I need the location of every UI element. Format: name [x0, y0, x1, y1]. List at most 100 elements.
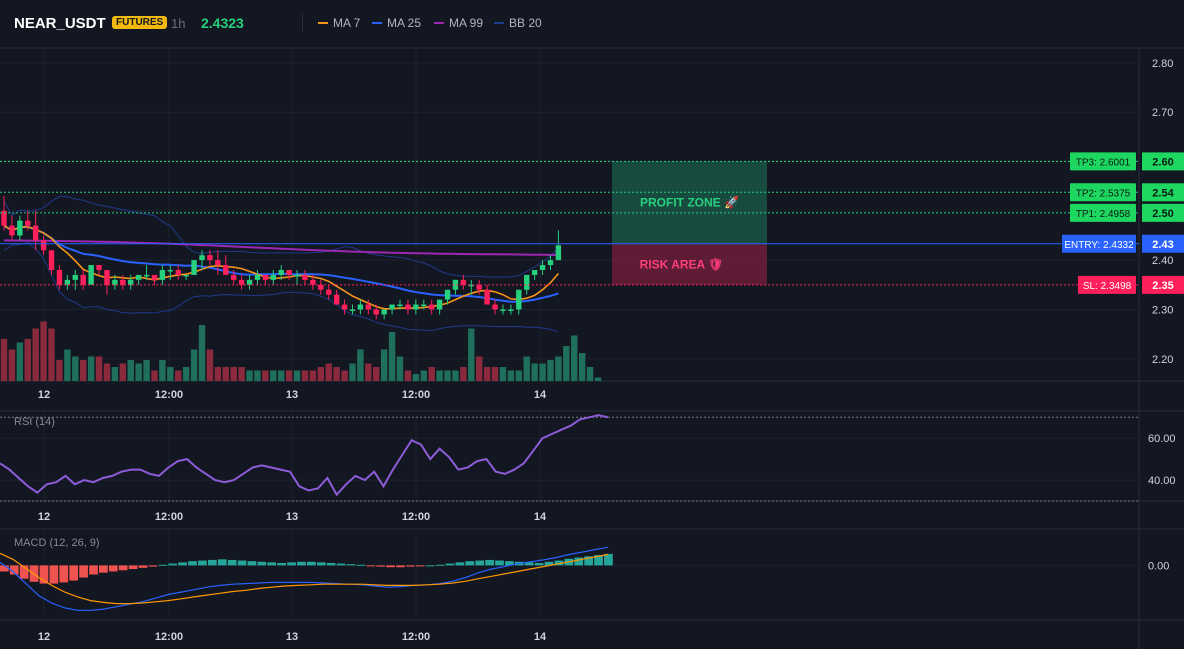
legend-ma99-label: MA 99	[449, 16, 484, 30]
candle-body	[555, 245, 562, 261]
volume-bar	[182, 367, 190, 381]
macd-histogram-bar	[217, 559, 227, 566]
macd-histogram-bar	[356, 564, 366, 566]
legend-bb20[interactable]: BB 20	[494, 16, 542, 30]
x-tick-label: 13	[286, 511, 298, 523]
ma25-line	[3, 224, 559, 303]
macd-histogram-bar	[455, 562, 465, 566]
ma99-line	[3, 239, 559, 256]
volume-bar	[198, 325, 206, 381]
macd-histogram-bar	[316, 562, 326, 566]
legend-ma99[interactable]: MA 99	[434, 16, 483, 30]
volume-bar	[24, 339, 31, 381]
macd-histogram-bar	[425, 565, 435, 567]
volume-bar	[48, 328, 55, 381]
level-tag	[1070, 152, 1136, 171]
volume-bar	[468, 328, 475, 381]
legend-ma25[interactable]: MA 25	[372, 16, 421, 30]
candle-body	[262, 274, 269, 280]
candle-body	[167, 270, 174, 272]
volume-bar	[80, 360, 87, 381]
axis-price-label: 2.60	[1152, 156, 1173, 168]
volume-bar	[507, 370, 515, 381]
candle-body	[468, 284, 474, 287]
volume-bar	[246, 370, 253, 381]
candle-body	[326, 289, 332, 295]
volume-bar	[380, 349, 388, 381]
candle-body	[207, 255, 213, 261]
rsi-tick-label: 60.00	[1148, 433, 1176, 445]
macd-histogram-bar	[574, 557, 584, 566]
volume-bar	[206, 349, 214, 381]
candle-body	[17, 220, 23, 236]
candle-body	[421, 304, 427, 307]
futures-badge: FUTURES	[112, 16, 168, 29]
candle-body	[48, 250, 55, 270]
volume-bar	[460, 367, 467, 381]
bollinger-upper-band	[3, 195, 559, 278]
volume-bar	[333, 367, 340, 381]
x-tick-label: 12	[38, 389, 50, 401]
bollinger-lower-band	[3, 241, 559, 333]
macd-histogram-bar	[267, 562, 277, 566]
candle-body	[413, 304, 419, 310]
volume-bar	[436, 370, 443, 381]
axis-price-tag	[1142, 275, 1184, 294]
volume-bar	[301, 370, 309, 381]
candle-body	[254, 274, 261, 280]
macd-histogram-bar	[69, 565, 79, 581]
candle-body	[32, 225, 39, 241]
volume-bar	[270, 370, 277, 381]
volume-bar	[119, 363, 126, 381]
candle-body	[246, 279, 253, 285]
volume-bar	[87, 356, 95, 381]
macd-histogram-bar	[366, 565, 376, 567]
macd-histogram-bar	[277, 562, 286, 566]
macd-histogram-bar	[237, 560, 247, 566]
candle-body	[104, 270, 110, 285]
macd-histogram-bar	[544, 561, 554, 566]
y-tick-label: 2.20	[1152, 354, 1173, 366]
volume-bar	[151, 370, 158, 381]
macd-histogram-bar	[445, 563, 455, 566]
candle-body	[80, 274, 86, 285]
macd-histogram-bar	[376, 565, 386, 567]
symbol-title[interactable]: NEAR_USDT	[14, 15, 106, 32]
volume-bar	[444, 370, 451, 381]
macd-histogram-bar	[118, 565, 128, 571]
profit-zone-label: PROFIT ZONE 🚀	[640, 196, 739, 210]
macd-histogram-bar	[336, 563, 346, 566]
candle-body	[199, 255, 205, 261]
volume-bar	[539, 363, 546, 381]
volume-bar	[412, 374, 420, 381]
volume-bar	[531, 363, 538, 381]
candle-body	[397, 304, 403, 307]
chart-header: NEAR_USDT FUTURES 1h 2.4323 MA 7 MA 25 M…	[0, 0, 1184, 47]
timeframe-selector[interactable]: 1h	[171, 16, 186, 31]
candle-body	[516, 289, 522, 310]
volume-bar	[341, 370, 348, 381]
level-tag-label: ENTRY: 2.4332	[1064, 240, 1134, 251]
volume-bar	[16, 342, 24, 381]
volume-bar	[32, 328, 39, 381]
macd-histogram-bar	[257, 561, 267, 566]
macd-histogram-bar	[168, 563, 178, 566]
volume-bar	[349, 363, 356, 381]
macd-signal-line	[0, 552, 609, 605]
risk-zone	[612, 243, 767, 285]
volume-bar	[175, 370, 182, 381]
volume-bar	[476, 356, 483, 381]
volume-bar	[285, 370, 293, 381]
candle-body	[72, 274, 78, 280]
volume-bar	[190, 349, 198, 381]
candle-body	[159, 270, 166, 280]
macd-histogram-bar	[207, 559, 217, 566]
candle-body	[88, 265, 94, 285]
legend-ma7[interactable]: MA 7	[318, 16, 360, 30]
candle-body	[508, 309, 514, 311]
candle-body	[405, 304, 411, 310]
level-tag-label: TP2: 2.5375	[1076, 188, 1131, 199]
candle-body	[270, 274, 276, 280]
volume-bar	[278, 370, 285, 381]
